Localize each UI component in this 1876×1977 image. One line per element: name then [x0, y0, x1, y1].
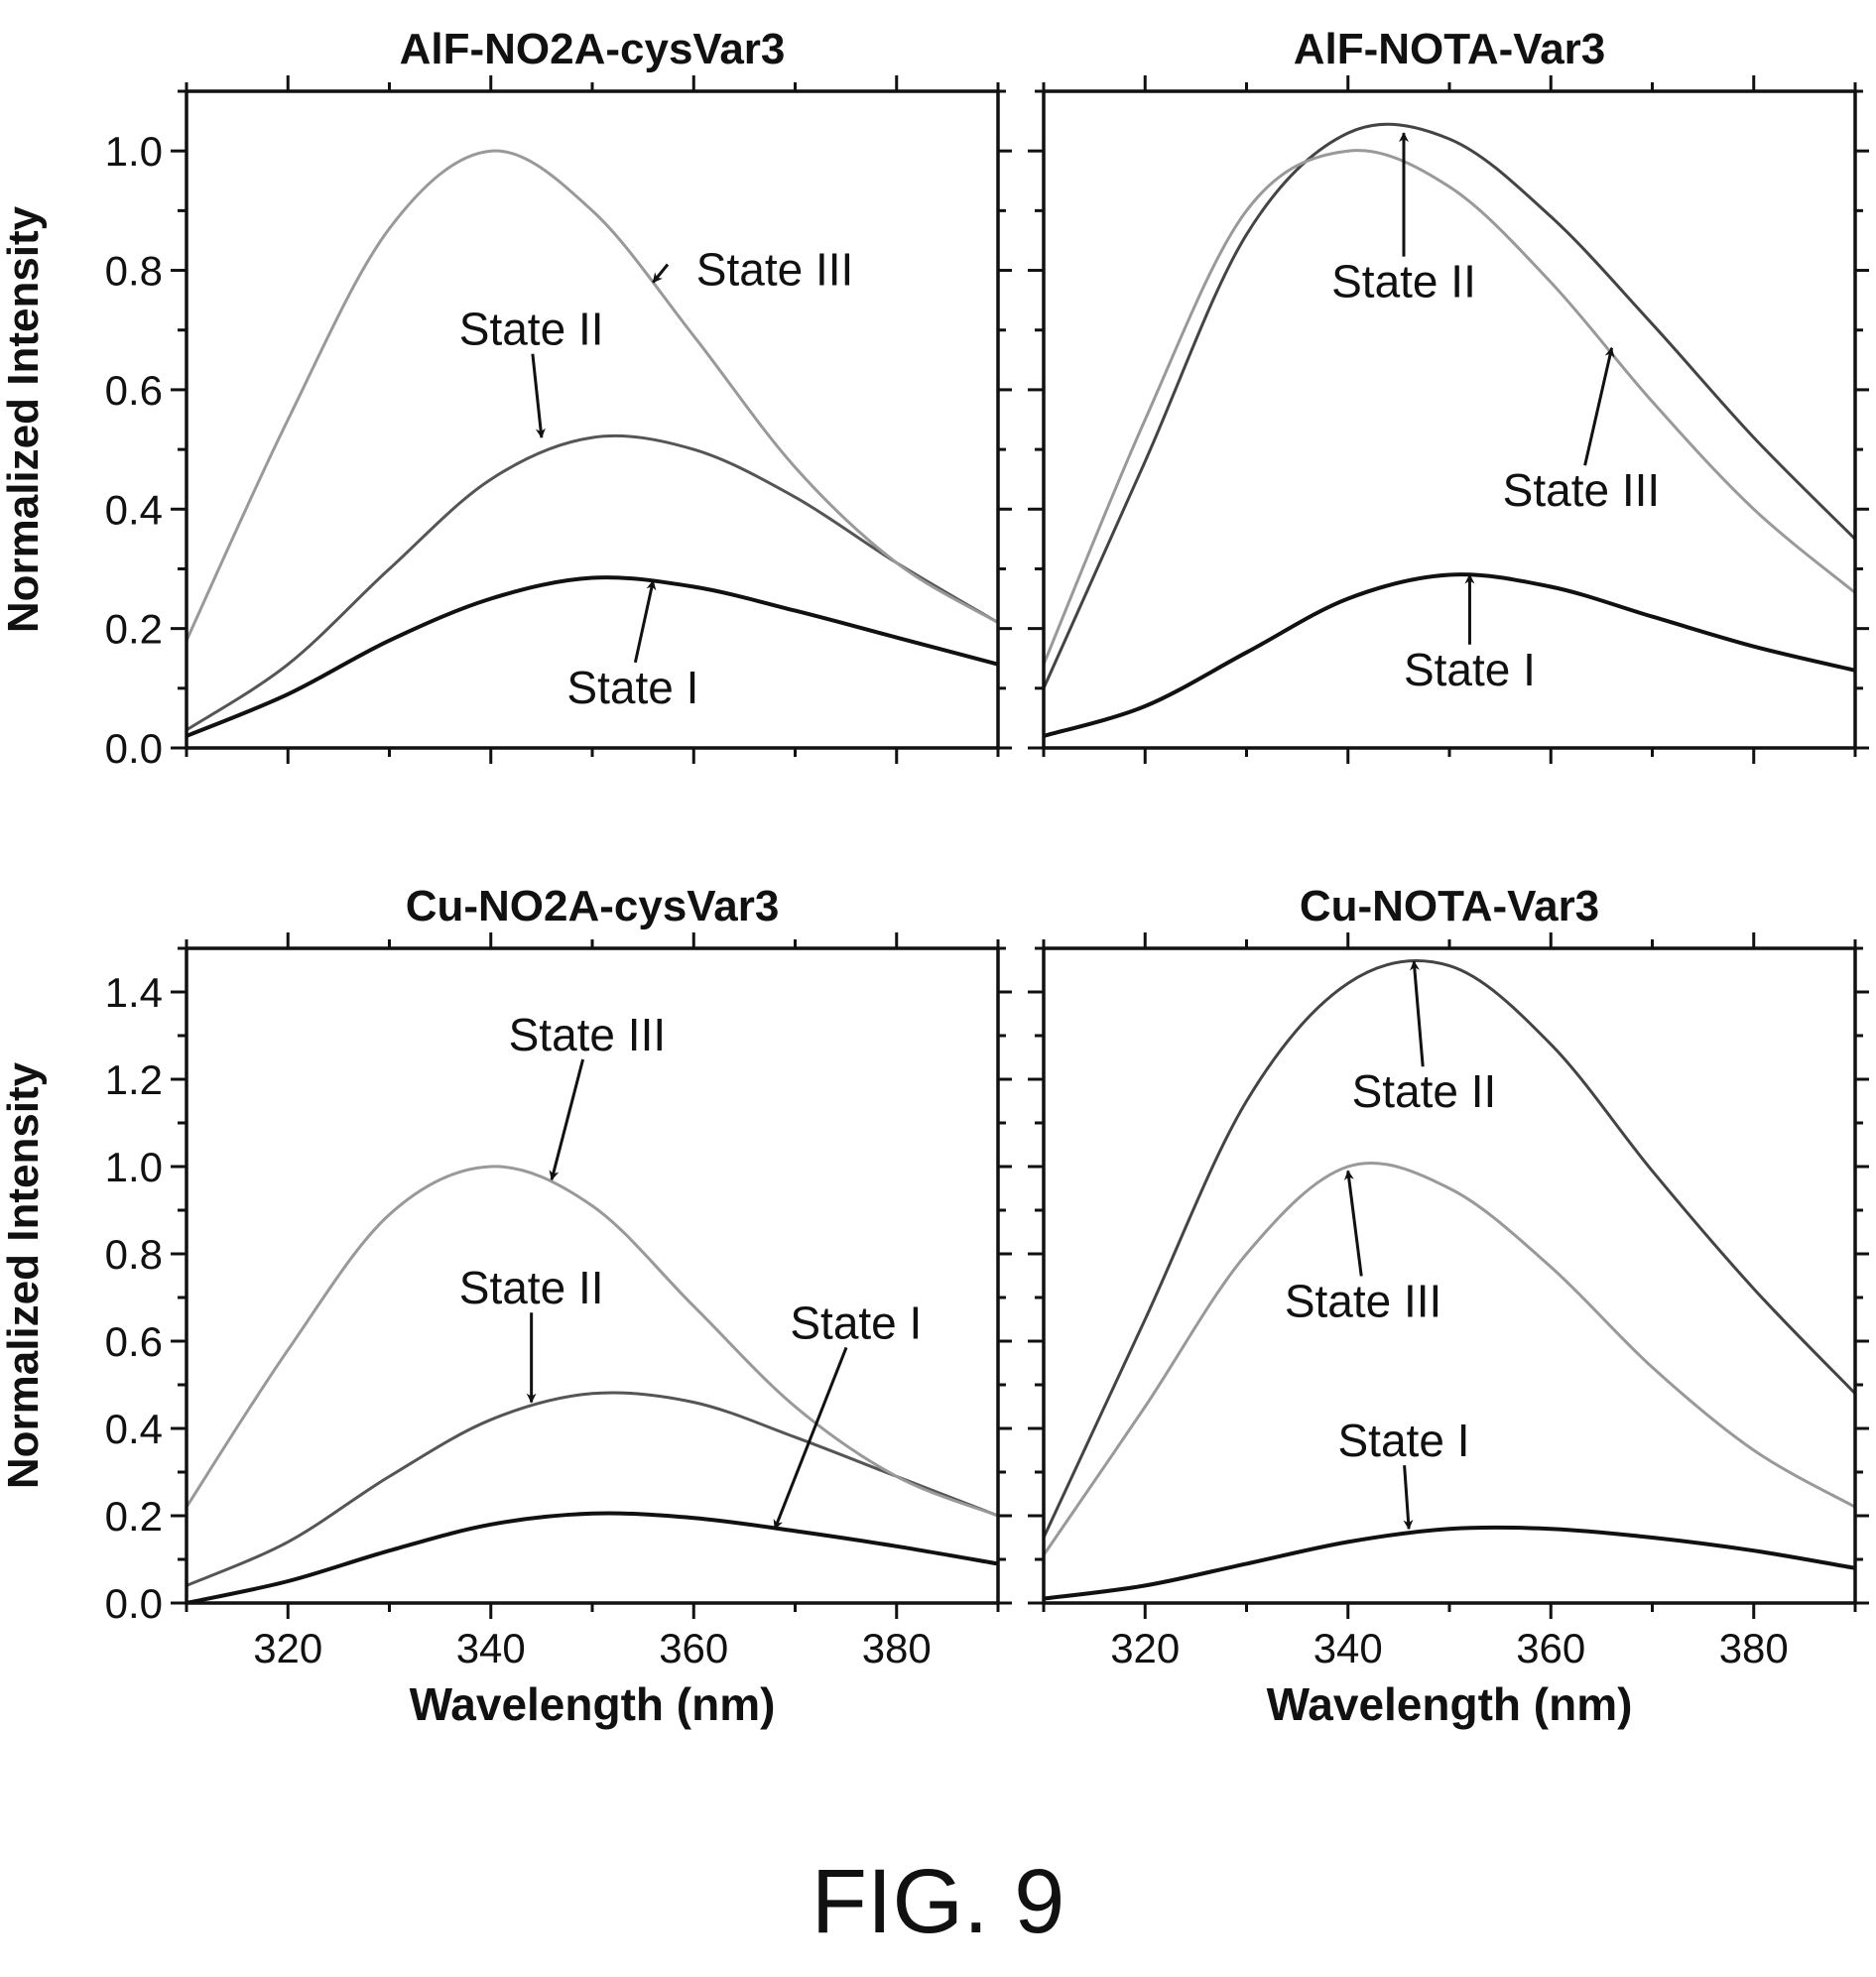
y-tick-label: 0.6 [105, 1318, 163, 1365]
chart-panel-4: Cu-NOTA-Var3 320 340 360 380 Wavelength (nm) S… [1028, 882, 1869, 1730]
y-tick-label: 0.4 [105, 1406, 163, 1452]
chart-panel-1: AlF-NO2A-cysVar3 0.0 0.2 0.4 0.6 0.8 1.0 Normal… [0, 25, 1012, 772]
y-axis-label: Normalized Intensity [0, 1061, 48, 1489]
x-tick-label: 340 [1313, 1625, 1383, 1671]
annotation-arrow [633, 579, 657, 664]
series-line-state-iii [1044, 1162, 1855, 1556]
annotation-label: State II [1331, 256, 1476, 308]
x-axis-label: Wavelength (nm) [410, 1678, 776, 1730]
x-tick-label: 320 [1110, 1625, 1180, 1671]
y-tick-label: 0.0 [105, 1580, 163, 1627]
annotation-label: State III [1285, 1275, 1442, 1326]
annotation-label: State III [696, 244, 854, 296]
series-line-state-i [1044, 572, 1855, 738]
annotation-label: State I [566, 662, 698, 713]
y-tick-label: 0.0 [105, 725, 163, 772]
series-line-state-i [1044, 1525, 1855, 1601]
y-axis-label: Normalized Intensity [0, 205, 48, 633]
series-line-state-i [187, 575, 998, 738]
annotation-arrow [1343, 1170, 1363, 1277]
annotation-label: State II [459, 304, 604, 355]
series-line-state-iii [187, 1165, 998, 1518]
annotation-label: State I [1338, 1415, 1470, 1466]
y-tick-label: 0.8 [105, 1231, 163, 1278]
x-tick-label: 380 [1719, 1625, 1789, 1671]
x-axis-label: Wavelength (nm) [1267, 1678, 1633, 1730]
series-line-state-i [187, 1511, 998, 1603]
series-line-state-ii [1044, 959, 1855, 1539]
x-tick-label: 360 [1516, 1625, 1585, 1671]
chart-title: Cu-NOTA-Var3 [1300, 882, 1599, 930]
y-tick-label: 1.0 [105, 128, 163, 175]
chart-panel-3: Cu-NO2A-cysVar3 320 340 360 380 0.0 0.2 0.4 0.6 0… [0, 882, 1012, 1730]
chart-title: AlF-NOTA-Var3 [1294, 25, 1606, 73]
annotation-arrow [652, 263, 670, 284]
annotation-arrow [1583, 346, 1615, 466]
annotation-label: State II [1352, 1065, 1497, 1117]
series-line-state-iii [187, 149, 998, 642]
x-tick-label: 340 [456, 1625, 526, 1671]
annotation-arrow [1409, 960, 1425, 1067]
y-tick-label: 0.2 [105, 606, 163, 653]
annotation-arrow [531, 353, 546, 439]
annotation-label: State III [509, 1009, 667, 1060]
figure-label: FIG. 9 [811, 1851, 1065, 1952]
series-line-state-ii [1044, 122, 1855, 689]
annotation-arrow [1403, 1465, 1414, 1531]
chart-title: Cu-NO2A-cysVar3 [406, 882, 780, 930]
x-tick-label: 320 [253, 1625, 322, 1671]
annotation-label: State I [1404, 644, 1536, 695]
annotation-label: State I [790, 1297, 922, 1348]
y-tick-label: 0.2 [105, 1493, 163, 1540]
y-tick-label: 1.4 [105, 969, 163, 1016]
y-tick-label: 0.8 [105, 248, 163, 295]
annotation-label: State II [459, 1262, 604, 1313]
annotation-arrow [773, 1346, 848, 1531]
series-line-state-ii [187, 433, 998, 732]
annotation-arrow [549, 1058, 585, 1181]
annotation-label: State III [1503, 464, 1661, 516]
y-tick-label: 1.2 [105, 1056, 163, 1103]
y-tick-label: 0.6 [105, 367, 163, 414]
series-line-state-iii [1044, 149, 1855, 666]
x-tick-label: 360 [659, 1625, 728, 1671]
x-tick-label: 380 [862, 1625, 932, 1671]
chart-panel-2: AlF-NOTA-Var3 State II State III State I [1028, 25, 1869, 764]
y-tick-label: 1.0 [105, 1144, 163, 1190]
series-line-state-ii [187, 1391, 998, 1587]
plot-frame [185, 89, 1000, 750]
chart-title: AlF-NO2A-cysVar3 [400, 25, 786, 73]
y-tick-label: 0.4 [105, 486, 163, 533]
